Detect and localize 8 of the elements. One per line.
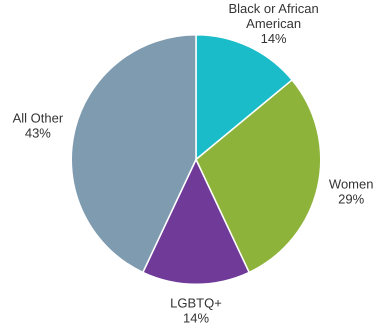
slice-label: All Other: [12, 110, 64, 126]
data-label: 29%: [338, 192, 365, 207]
data-label: 43%: [24, 125, 52, 140]
data-label: 14%: [182, 310, 210, 326]
slice-label: Black or African American: [228, 1, 319, 32]
slice-label: Women: [328, 176, 374, 192]
data-label: 14%: [260, 31, 288, 46]
slice-label: LGBTQ+: [170, 295, 222, 310]
